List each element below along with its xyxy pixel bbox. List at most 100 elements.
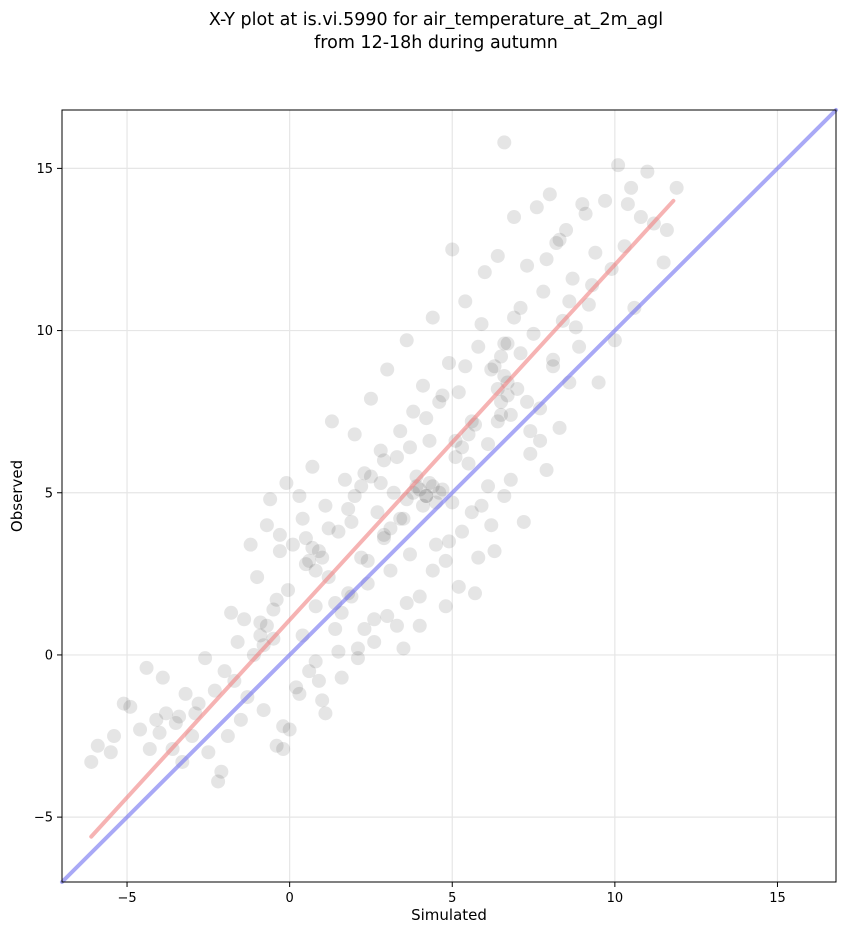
data-point [172, 709, 187, 724]
data-point [562, 294, 577, 309]
data-point [627, 300, 642, 315]
data-point [139, 660, 154, 675]
data-point [354, 479, 369, 494]
data-point [292, 489, 307, 503]
data-point [149, 712, 164, 727]
data-point [256, 703, 271, 718]
data-point [428, 537, 443, 552]
data-point [259, 618, 274, 633]
data-point [347, 489, 362, 503]
data-point [458, 359, 473, 374]
data-point [546, 359, 561, 374]
data-point [435, 388, 450, 403]
data-point [383, 521, 398, 536]
data-point [468, 586, 483, 601]
data-point [442, 356, 456, 371]
data-point [373, 443, 388, 458]
data-point [282, 722, 297, 737]
data-point [285, 537, 300, 552]
data-point [281, 583, 296, 598]
data-point [311, 673, 326, 688]
data-point [640, 164, 655, 179]
x-tick-label: 10 [607, 891, 624, 906]
data-point [510, 381, 525, 396]
data-point [211, 774, 226, 789]
data-point [399, 333, 414, 348]
data-point [272, 527, 287, 542]
data-point [412, 589, 427, 604]
data-point [402, 440, 417, 455]
data-point [412, 482, 427, 497]
data-point [516, 514, 531, 529]
data-point [419, 411, 434, 426]
data-point [471, 339, 486, 354]
data-point [350, 651, 365, 666]
data-point [513, 346, 528, 361]
data-point [415, 378, 430, 393]
data-point [272, 544, 287, 559]
data-point [451, 579, 466, 594]
data-point [474, 498, 489, 513]
data-point [295, 511, 310, 526]
data-point [123, 699, 138, 714]
x-tick-label: 5 [448, 891, 456, 906]
data-point [393, 424, 408, 439]
data-point [497, 489, 512, 503]
data-point [302, 664, 317, 679]
data-point [393, 511, 408, 526]
data-point [500, 388, 515, 403]
data-point [334, 670, 349, 685]
data-point [435, 482, 450, 497]
data-point [116, 696, 131, 711]
data-point [513, 300, 528, 315]
data-point [396, 641, 411, 656]
chart-title: X-Y plot at is.vi.5990 for air_temperatu… [209, 10, 663, 30]
data-point [337, 472, 352, 487]
data-point [321, 521, 336, 536]
data-point [347, 427, 362, 442]
data-point [376, 527, 391, 542]
data-point [419, 489, 434, 503]
data-point [455, 524, 470, 539]
data-point [103, 745, 118, 760]
data-point [152, 725, 167, 740]
data-point [425, 563, 440, 578]
data-point [659, 223, 674, 238]
data-point [380, 362, 395, 377]
data-point [461, 456, 476, 471]
data-point [494, 349, 509, 364]
data-point [324, 414, 339, 429]
data-point [155, 670, 170, 685]
data-point [318, 706, 333, 721]
data-point [448, 450, 463, 465]
data-point [490, 381, 505, 396]
data-point [474, 317, 489, 332]
data-point [133, 722, 148, 737]
data-point [533, 401, 548, 416]
data-point [367, 634, 382, 649]
data-point [214, 764, 229, 779]
scatter-points [84, 135, 684, 789]
data-point [533, 433, 548, 448]
data-point [598, 193, 613, 208]
data-point [363, 469, 378, 484]
data-point [389, 450, 404, 465]
y-axis-ticks: −5 0 5 10 15 [34, 162, 62, 826]
data-point [559, 223, 574, 238]
data-point [415, 498, 430, 513]
data-point [438, 599, 453, 614]
data-point [357, 621, 372, 636]
x-tick-label: 0 [286, 891, 294, 906]
data-point [487, 544, 502, 559]
data-point [237, 612, 252, 627]
data-point [546, 352, 561, 367]
data-point [575, 197, 590, 212]
data-point [422, 476, 437, 491]
data-point [549, 235, 564, 250]
data-point [581, 297, 596, 312]
data-point [477, 265, 492, 280]
data-point [266, 602, 281, 617]
data-point [311, 544, 326, 559]
data-point [487, 359, 502, 374]
data-point [318, 498, 333, 513]
